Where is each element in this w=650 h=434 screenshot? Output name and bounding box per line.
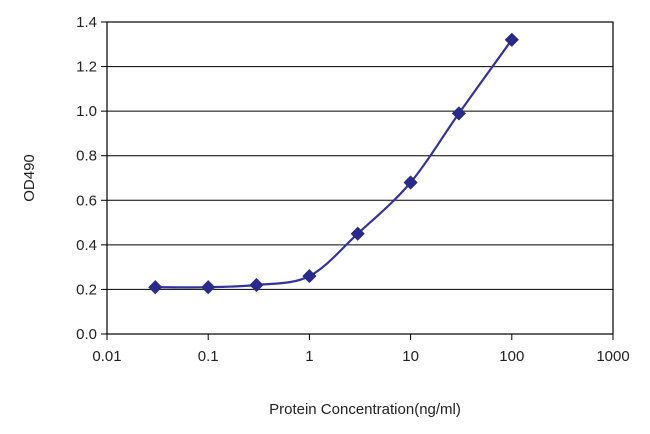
data-point [451, 106, 466, 121]
x-tick-label: 0.1 [198, 348, 219, 365]
data-point [249, 277, 264, 293]
x-tick-label: 100 [499, 348, 524, 365]
y-tick-label: 0.0 [76, 326, 97, 343]
data-point [148, 280, 163, 295]
x-tick-label: 0.01 [92, 348, 121, 365]
y-axis: 0.0 0.2 0.4 0.6 0.8 1.0 1.2 1.4 [76, 14, 107, 343]
data-point [504, 32, 519, 47]
data-point [350, 226, 365, 241]
data-point [201, 280, 216, 295]
y-tick-label: 0.8 [76, 148, 97, 165]
plot-area [106, 21, 614, 335]
y-tick-label: 0.6 [76, 192, 97, 209]
y-axis-title: OD490 [21, 154, 38, 202]
gridlines [107, 66, 613, 290]
data-point [403, 175, 418, 190]
data-point [302, 269, 317, 284]
y-tick-label: 1.0 [76, 103, 97, 120]
x-tick-label: 1000 [596, 348, 629, 365]
y-tick-label: 0.4 [76, 237, 97, 254]
series [148, 32, 519, 295]
y-tick-label: 0.2 [76, 281, 97, 298]
y-tick-label: 1.2 [76, 59, 97, 76]
y-tick-label: 1.4 [76, 14, 97, 31]
x-tick-label: 10 [402, 348, 419, 365]
x-axis: 0.01 0.1 1 10 100 1000 [92, 334, 630, 365]
x-axis-title: Protein Concentration(ng/ml) [269, 401, 461, 418]
x-tick-label: 1 [305, 348, 313, 365]
